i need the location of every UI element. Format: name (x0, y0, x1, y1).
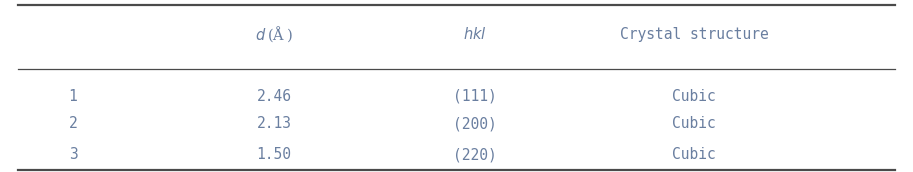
Text: (200): (200) (453, 116, 497, 131)
Text: $d$ (Å ): $d$ (Å ) (255, 25, 293, 44)
Text: (111): (111) (453, 89, 497, 104)
Text: 2: 2 (68, 116, 78, 131)
Text: 2.13: 2.13 (257, 116, 291, 131)
Text: (220): (220) (453, 147, 497, 162)
Text: Cubic: Cubic (672, 147, 716, 162)
Text: 1: 1 (68, 89, 78, 104)
Text: 1.50: 1.50 (257, 147, 291, 162)
Text: 2.46: 2.46 (257, 89, 291, 104)
Text: $hkl$: $hkl$ (463, 26, 487, 42)
Text: Cubic: Cubic (672, 116, 716, 131)
Text: Cubic: Cubic (672, 89, 716, 104)
Text: 3: 3 (68, 147, 78, 162)
Text: Crystal structure: Crystal structure (620, 27, 768, 42)
